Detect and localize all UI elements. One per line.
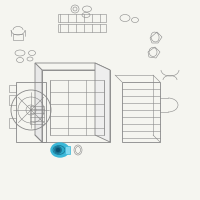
Circle shape [56,148,60,152]
Bar [9,118,16,128]
Bar [9,95,16,105]
Bar [16,82,46,142]
Circle shape [54,146,62,154]
Ellipse shape [53,146,65,154]
Bar [122,82,160,142]
Polygon shape [95,63,110,142]
Bar [30,106,44,124]
Bar [58,24,106,32]
Bar [58,14,106,22]
Bar [42,70,110,142]
Bar [50,80,104,135]
Polygon shape [35,63,42,142]
Polygon shape [65,146,70,154]
Bar [13,34,23,40]
Bar [9,85,16,92]
Ellipse shape [51,143,69,157]
